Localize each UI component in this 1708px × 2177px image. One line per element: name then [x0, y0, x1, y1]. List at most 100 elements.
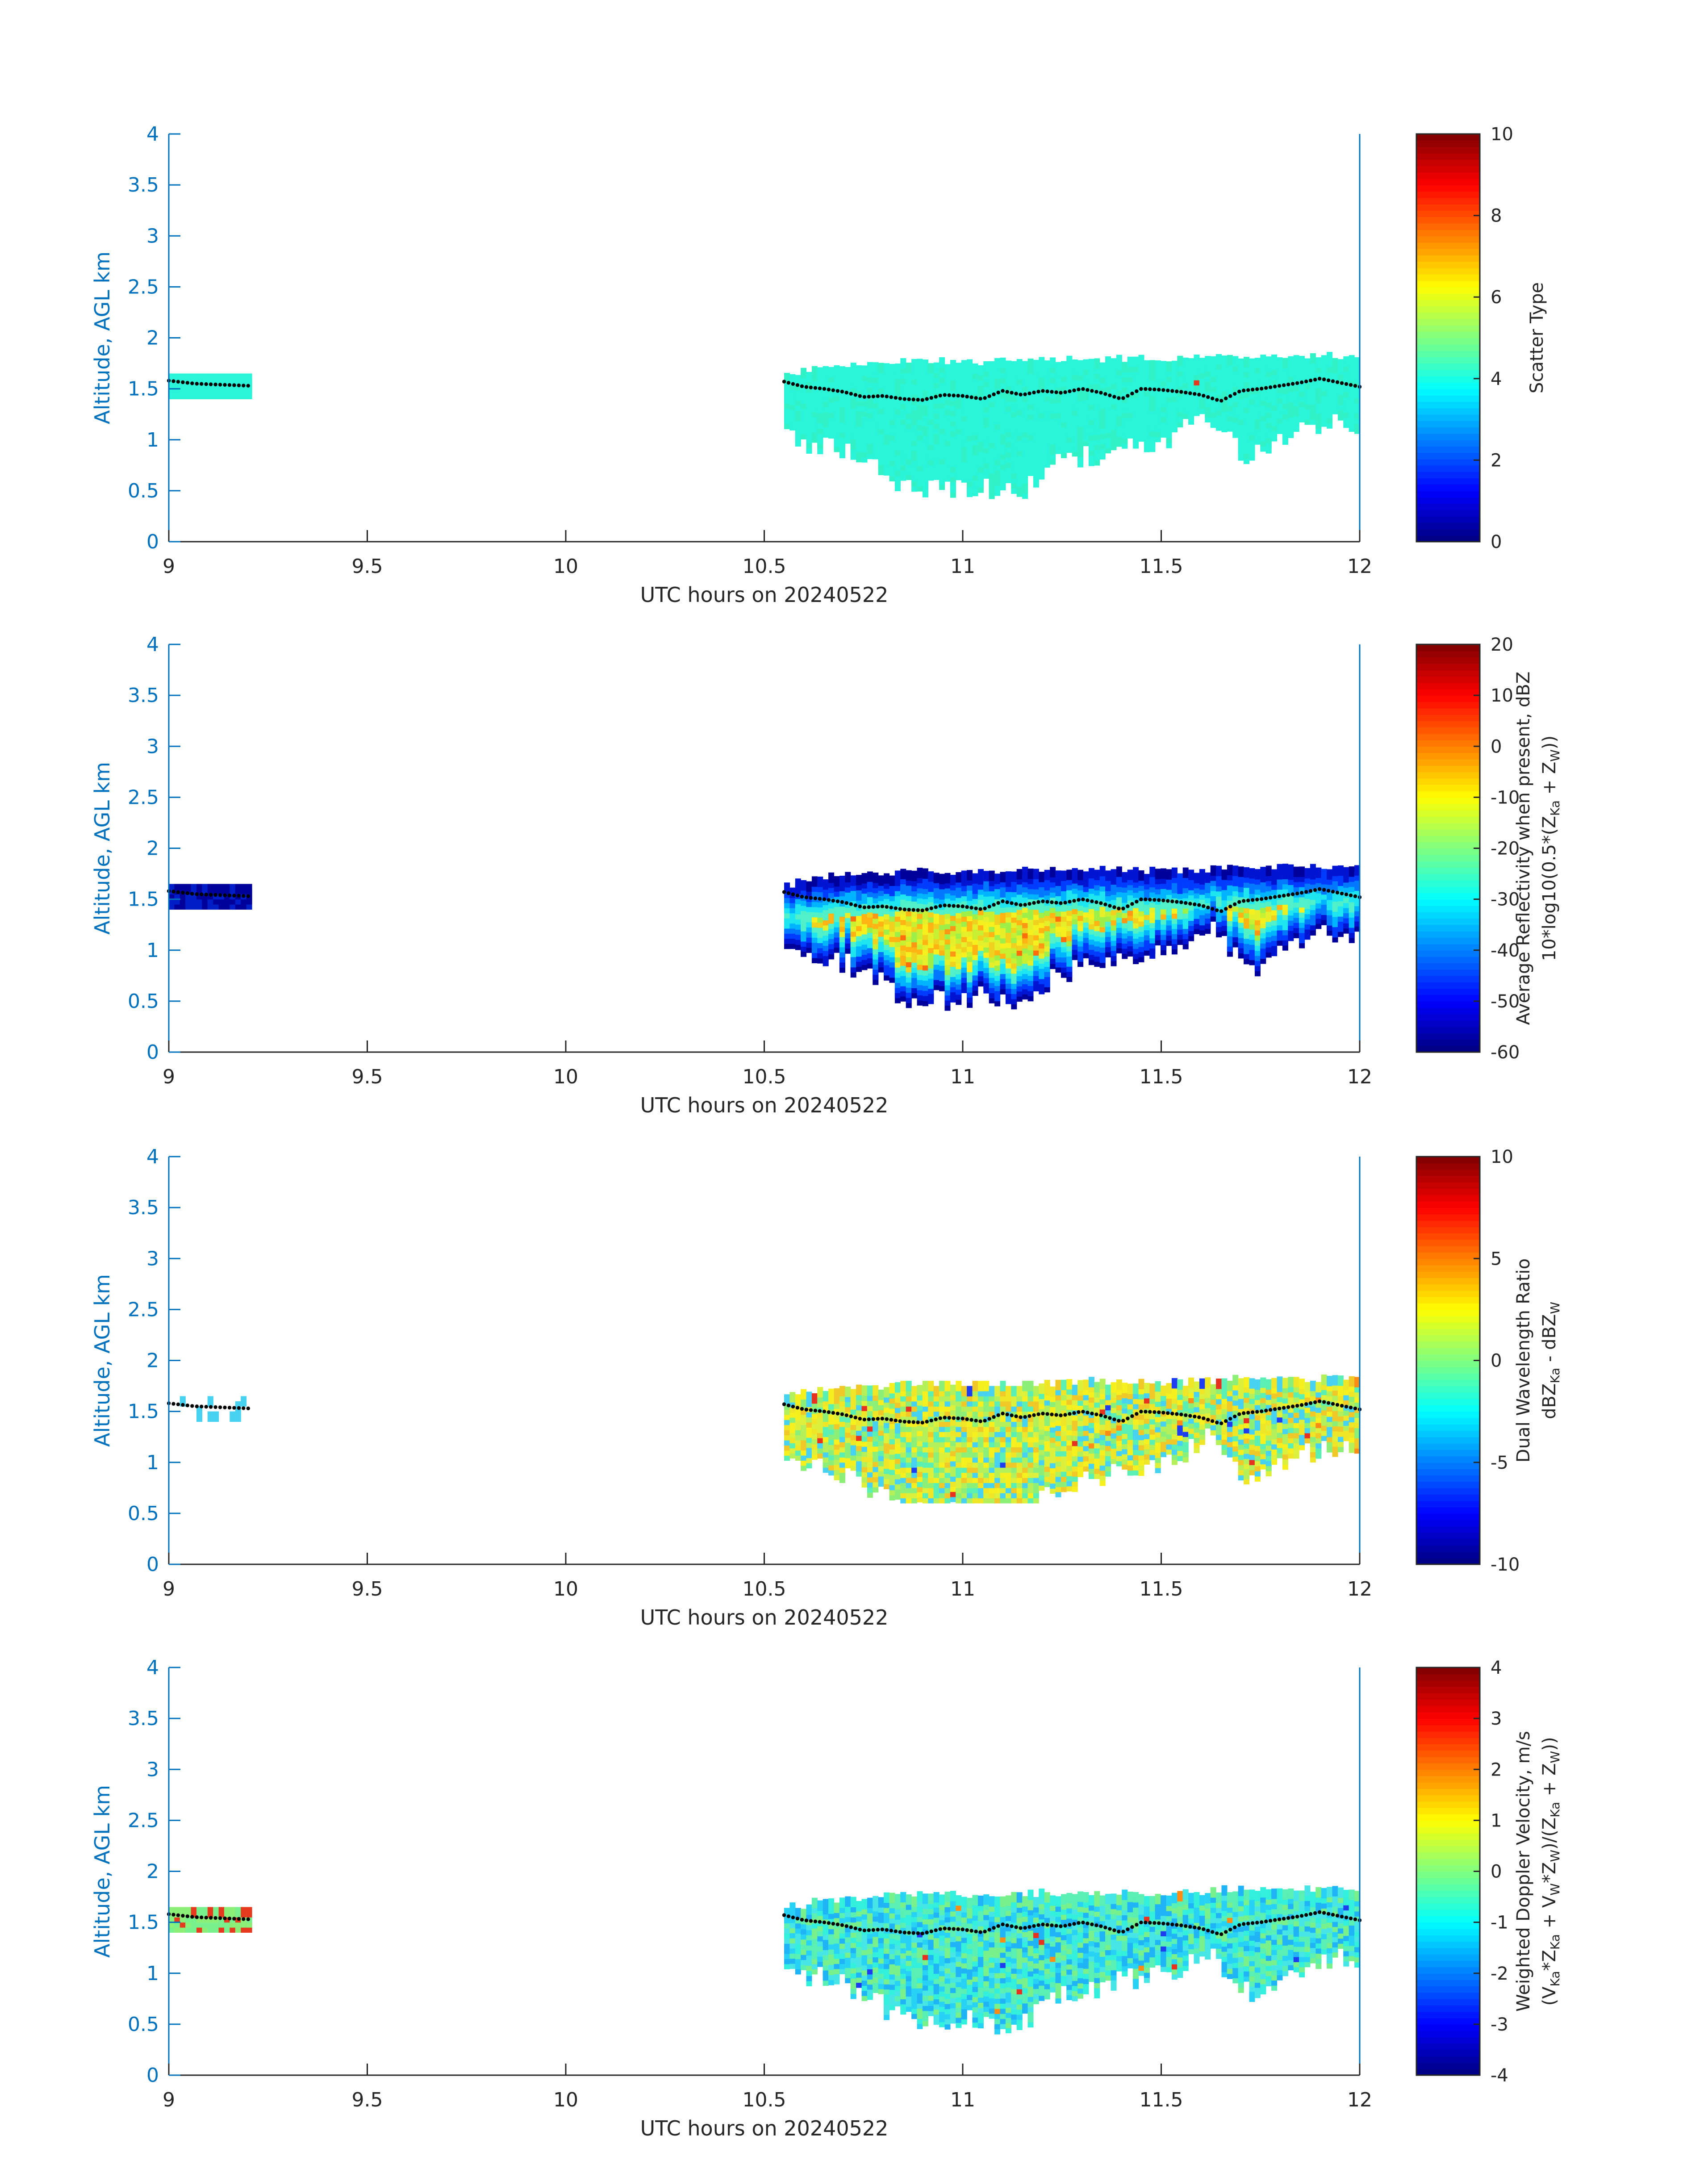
data-cell — [1288, 864, 1294, 875]
data-cell — [241, 373, 247, 384]
colorbar-segment — [1416, 1020, 1480, 1027]
colorbar-segment — [1416, 848, 1480, 855]
colorbar-segment — [1416, 994, 1480, 1002]
boundary-dot — [871, 394, 876, 398]
data-cell — [1221, 355, 1228, 366]
boundary-dot — [1353, 894, 1357, 898]
data-cell — [900, 1381, 906, 1391]
boundary-dot — [1206, 395, 1210, 399]
boundary-dot — [1153, 387, 1157, 392]
boundary-dot — [176, 890, 180, 894]
x-axis-label: UTC hours on 20240522 — [640, 1093, 889, 1117]
boundary-dot — [1246, 898, 1250, 903]
data-cell — [928, 1381, 934, 1391]
boundary-dot — [200, 382, 204, 386]
data-cell — [1249, 358, 1255, 369]
boundary-dot — [176, 380, 180, 384]
data-cell — [994, 358, 1001, 369]
boundary-dot — [1264, 896, 1268, 900]
boundary-dot — [902, 397, 907, 401]
data-cell — [823, 366, 829, 377]
y-tick-label: 0 — [146, 531, 159, 553]
colorbar-segment — [1416, 1001, 1480, 1008]
data-cell — [1094, 358, 1100, 369]
data-cell — [241, 884, 247, 894]
colorbar-label-part: + Z — [1539, 762, 1560, 800]
data-cell — [1194, 873, 1200, 883]
x-tick-label: 11.5 — [1140, 1066, 1183, 1088]
boundary-dot — [938, 904, 942, 908]
data-cell — [1055, 362, 1061, 373]
boundary-dot — [1211, 907, 1215, 911]
data-cell — [1044, 360, 1050, 371]
boundary-dot — [1050, 900, 1054, 904]
data-cell — [828, 872, 835, 883]
x-tick-label: 9.5 — [352, 1066, 383, 1088]
colorbar-segment — [1416, 351, 1480, 358]
colorbar-segment — [1416, 318, 1480, 326]
data-cell — [1221, 869, 1228, 880]
y-tick-label: 2 — [146, 837, 159, 860]
boundary-dot — [1255, 387, 1259, 391]
boundary-dot — [818, 897, 822, 901]
boundary-dot — [898, 907, 902, 911]
colorbar-segment — [1416, 772, 1480, 779]
boundary-dot — [1072, 899, 1076, 903]
data-cell — [1244, 357, 1250, 368]
boundary-dot — [1081, 387, 1085, 391]
data-cells — [169, 352, 1361, 499]
boundary-dot — [1290, 382, 1295, 386]
boundary-dot — [1179, 390, 1183, 394]
boundary-dot — [1233, 902, 1237, 907]
boundary-dot — [1308, 378, 1313, 383]
x-tick-label: 12 — [1347, 555, 1372, 578]
colorbar-segment — [1416, 950, 1480, 957]
boundary-dot — [1117, 907, 1121, 911]
colorbar-segment — [1416, 676, 1480, 683]
data-cell — [1122, 872, 1128, 883]
boundary-dot — [200, 892, 204, 896]
boundary-dot — [1175, 900, 1179, 904]
colorbar-segment — [1416, 153, 1480, 160]
data-cell — [1238, 358, 1244, 369]
data-cell — [856, 1384, 862, 1395]
boundary-dot — [1184, 901, 1188, 905]
boundary-dot — [1027, 391, 1031, 396]
data-cell — [1005, 871, 1011, 882]
boundary-dot — [916, 908, 920, 912]
data-cell — [989, 870, 995, 881]
boundary-dot — [960, 904, 965, 908]
colorbar-segment — [1416, 880, 1480, 887]
x-tick-label: 10.5 — [743, 1066, 786, 1088]
boundary-dot — [902, 907, 907, 911]
boundary-dot — [1121, 907, 1125, 911]
colorbar-segment — [1416, 893, 1480, 900]
boundary-dot — [795, 894, 800, 898]
data-cell — [230, 1411, 236, 1422]
data-cell — [1155, 869, 1161, 879]
data-cell — [1244, 867, 1250, 878]
data-cell — [1144, 360, 1150, 371]
colorbar-segment — [1416, 823, 1480, 830]
colorbar-segment — [1416, 797, 1480, 804]
data-cell — [1304, 358, 1311, 369]
boundary-dot — [809, 896, 813, 900]
boundary-dot — [1157, 388, 1161, 392]
data-cell — [1299, 866, 1305, 877]
boundary-dot — [246, 384, 250, 388]
data-cell — [1044, 869, 1050, 881]
boundary-dot — [786, 891, 791, 895]
boundary-dot — [840, 900, 844, 904]
data-cell — [889, 875, 895, 886]
boundary-dot — [929, 396, 933, 400]
data-cell — [1343, 356, 1349, 367]
boundary-dot — [1135, 899, 1139, 904]
data-cell — [1166, 869, 1172, 880]
boundary-dot — [1290, 892, 1295, 896]
colorbar-label: Average Reflectivity when present, dBZ — [1513, 672, 1534, 1025]
boundary-dot — [1077, 387, 1081, 392]
boundary-dot — [227, 383, 232, 387]
y-tick-label: 3.5 — [128, 174, 159, 196]
colorbar-segment — [1416, 204, 1480, 211]
boundary-dot — [943, 903, 947, 907]
